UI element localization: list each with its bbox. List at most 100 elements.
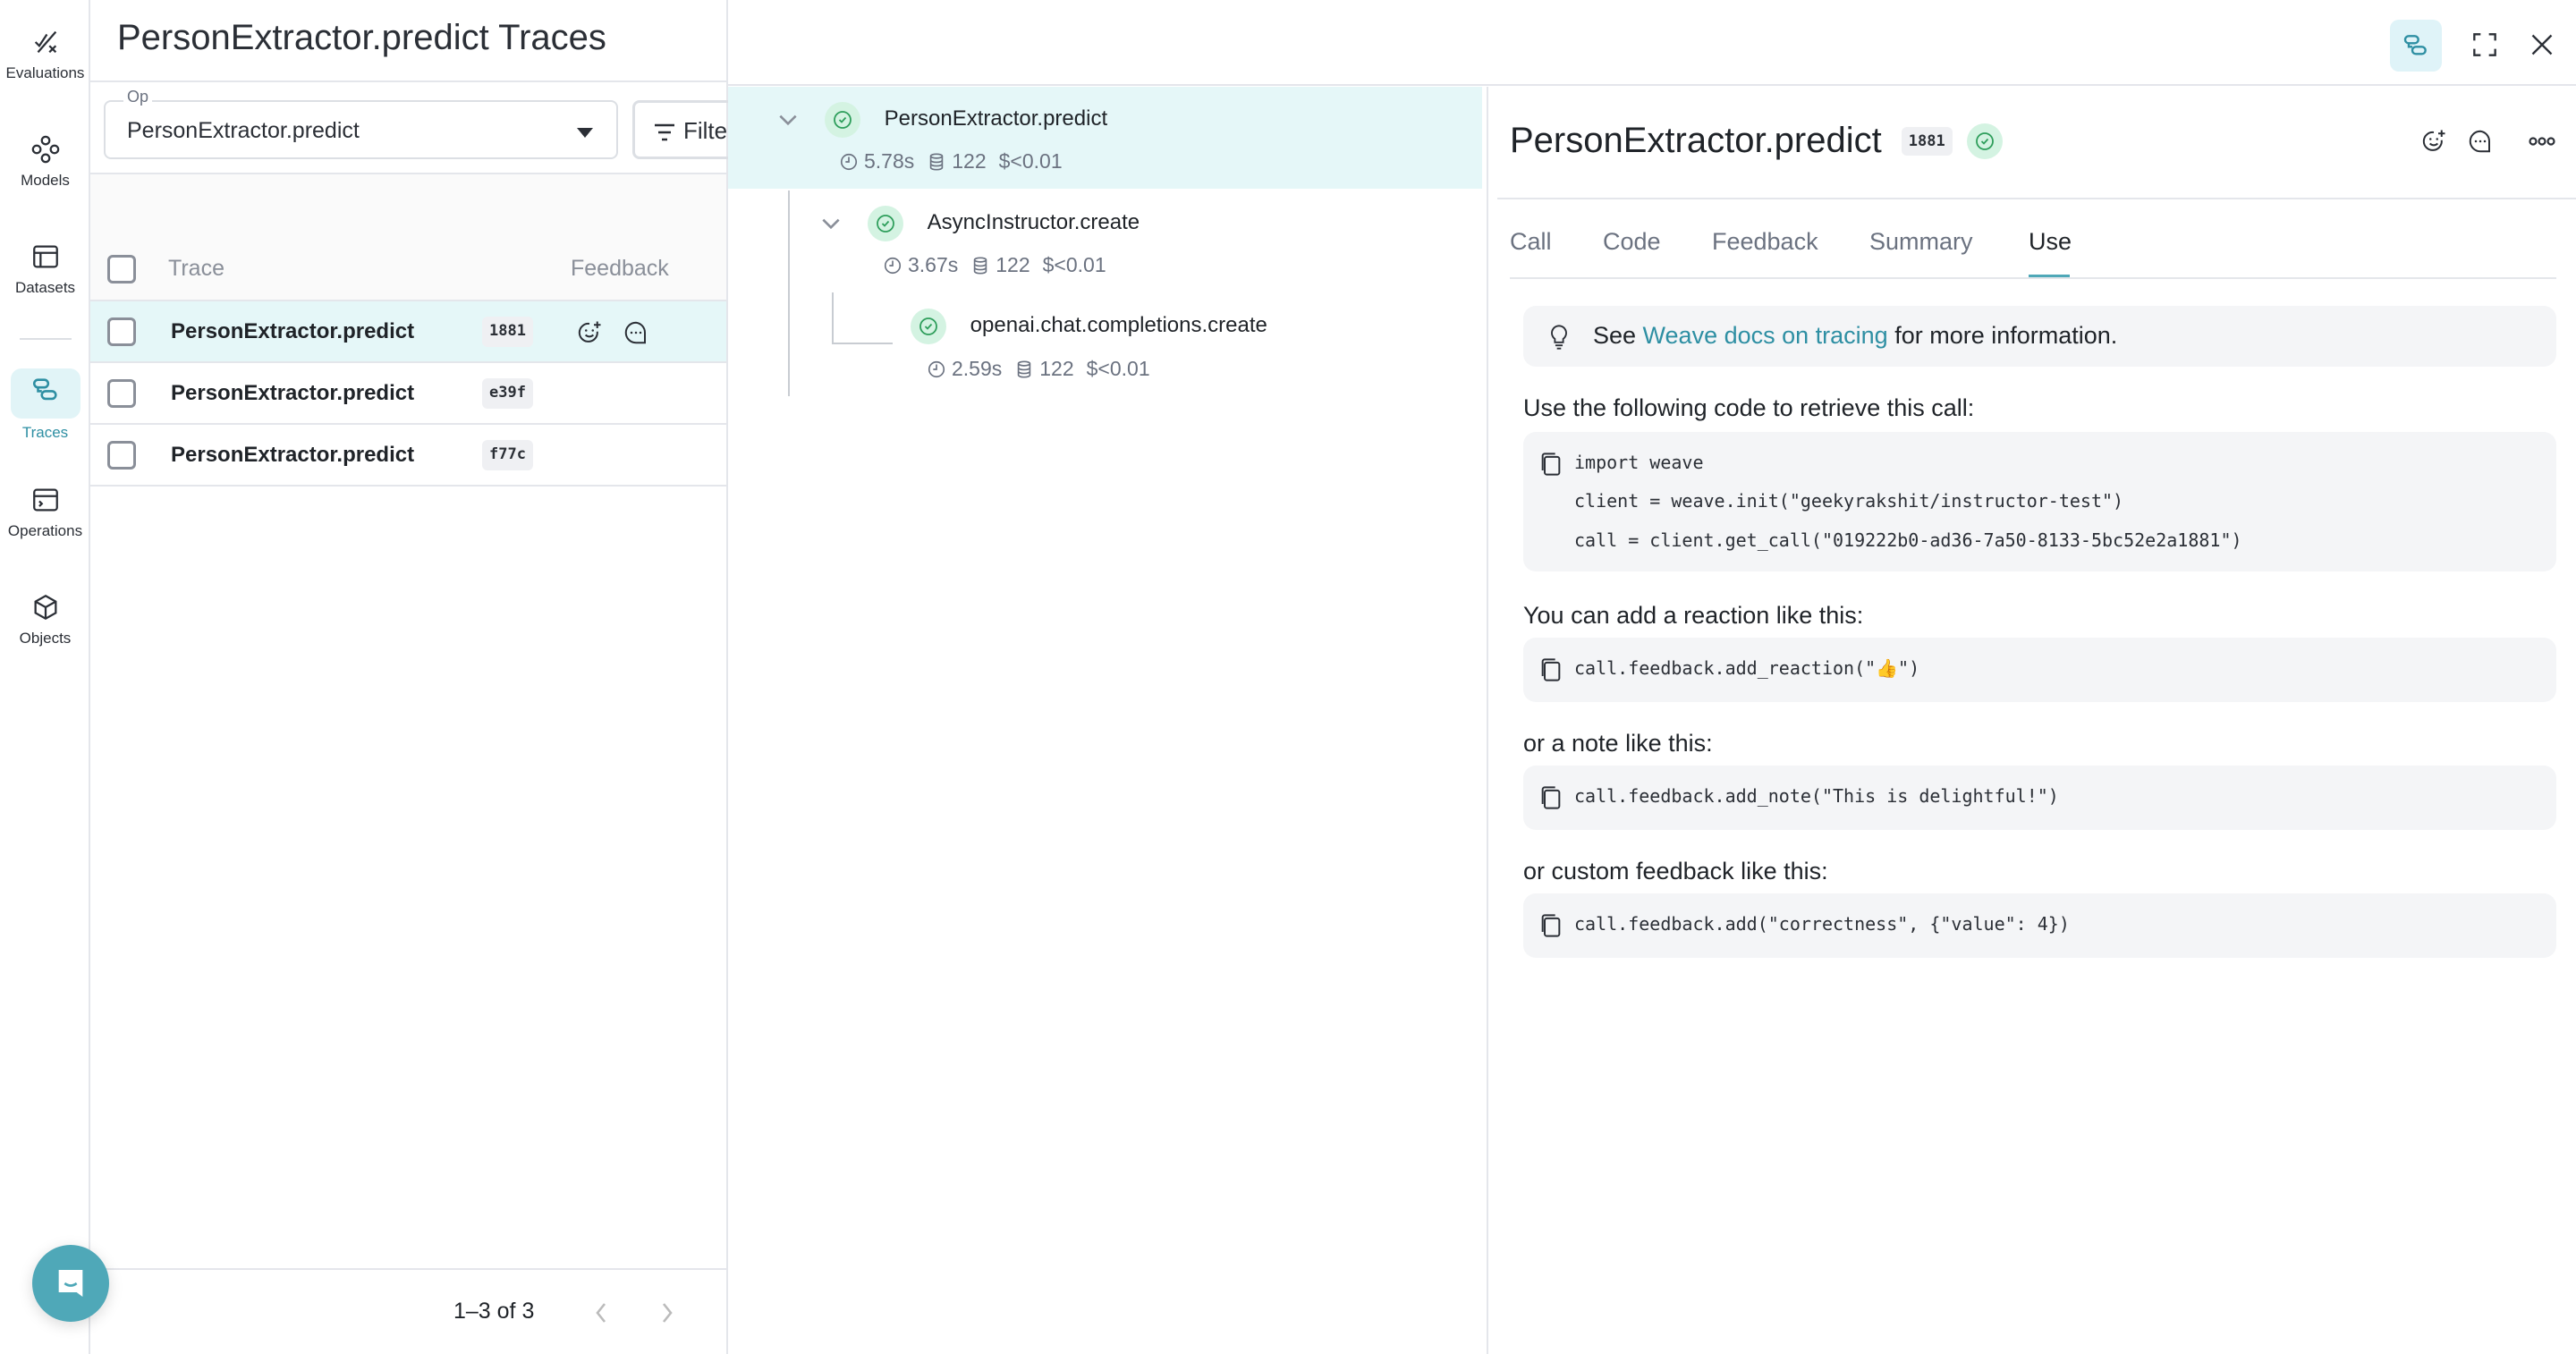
caret-down-icon xyxy=(577,128,593,138)
sidebar-item-label: Operations xyxy=(7,522,83,539)
table-header xyxy=(90,173,726,301)
column-header-feedback[interactable]: Feedback xyxy=(571,256,669,281)
trace-name[interactable]: PersonExtractor.predict xyxy=(171,381,415,405)
info-callout: See Weave docs on tracing for more infor… xyxy=(1523,306,2556,367)
tab-summary[interactable]: Summary xyxy=(1869,228,1973,255)
tree-node[interactable]: openai.chat.completions.create xyxy=(911,309,1267,344)
sidebar-item-label: Traces xyxy=(21,424,69,441)
table-row[interactable]: PersonExtractor.predict 1881 xyxy=(90,301,726,363)
chevron-down-icon[interactable] xyxy=(776,108,800,131)
fullscreen-icon[interactable] xyxy=(2472,32,2497,57)
code-line: client = weave.init("geekyrakshit/instru… xyxy=(1574,490,2124,512)
sidebar-item-traces[interactable]: Traces xyxy=(0,368,90,442)
success-icon xyxy=(1966,123,2003,159)
chevron-down-icon[interactable] xyxy=(819,212,843,235)
clock-icon xyxy=(928,360,945,377)
tab-feedback[interactable]: Feedback xyxy=(1712,228,1818,255)
add-reaction-icon[interactable] xyxy=(576,319,603,346)
active-tab-indicator xyxy=(2029,275,2070,278)
detail-title: PersonExtractor.predict xyxy=(1510,121,1882,160)
copy-icon[interactable] xyxy=(1539,657,1563,682)
page-title: PersonExtractor.predict Traces xyxy=(117,18,606,57)
prev-page-icon[interactable] xyxy=(591,1300,613,1325)
more-options-icon[interactable] xyxy=(2528,131,2556,151)
sidebar-item-objects[interactable]: Objects xyxy=(0,592,90,647)
sidebar-item-operations[interactable]: Operations xyxy=(0,485,90,540)
row-checkbox[interactable] xyxy=(107,379,136,408)
sidebar-item-label: Objects xyxy=(19,630,72,647)
row-checkbox[interactable] xyxy=(107,441,136,470)
divider xyxy=(1497,198,2576,199)
tokens-icon xyxy=(930,152,944,171)
next-page-icon[interactable] xyxy=(656,1300,677,1325)
datasets-icon xyxy=(32,245,58,268)
call-tree-panel: PersonExtractor.predict 5.78s 122 $<0.01… xyxy=(728,87,1488,1354)
clock-icon xyxy=(840,153,858,170)
add-note-icon[interactable] xyxy=(623,319,649,346)
tab-call[interactable]: Call xyxy=(1510,228,1552,255)
row-checkbox[interactable] xyxy=(107,317,136,346)
duration: 3.67s xyxy=(908,253,959,276)
sidebar-item-evaluations[interactable]: Evaluations xyxy=(0,27,90,82)
duration: 2.59s xyxy=(952,357,1003,380)
trace-tree-toggle-button[interactable] xyxy=(2390,20,2442,72)
cost: $<0.01 xyxy=(1042,253,1106,276)
table-row[interactable]: PersonExtractor.predict f77c xyxy=(90,425,726,487)
duration: 5.78s xyxy=(864,149,915,173)
detail-header: PersonExtractor.predict 1881 xyxy=(1510,121,2003,161)
table-row[interactable]: PersonExtractor.predict e39f xyxy=(90,363,726,425)
info-prefix: See xyxy=(1593,322,1643,349)
sidebar-item-datasets[interactable]: Datasets xyxy=(0,241,90,297)
sidebar-item-label: Datasets xyxy=(14,279,76,296)
tab-use[interactable]: Use xyxy=(2029,228,2072,255)
reaction-label: You can add a reaction like this: xyxy=(1523,602,1864,629)
copy-icon[interactable] xyxy=(1539,913,1563,938)
copy-icon[interactable] xyxy=(1539,452,1563,477)
filter-label: Filter xyxy=(683,117,735,144)
tabs-divider xyxy=(1510,277,2556,279)
success-icon xyxy=(911,309,946,344)
sidebar-item-models[interactable]: Models xyxy=(0,134,90,190)
filter-icon xyxy=(655,123,674,141)
close-icon[interactable] xyxy=(2529,32,2555,57)
sidebar-nav: Evaluations Models Datasets Traces Opera… xyxy=(0,0,109,1354)
custom-label: or custom feedback like this: xyxy=(1523,858,1828,884)
tree-line xyxy=(832,343,893,344)
traces-icon xyxy=(32,378,57,401)
code-line: call = client.get_call("019222b0-ad36-7a… xyxy=(1574,529,2242,551)
drawer-toolbar xyxy=(728,0,2576,86)
trace-name[interactable]: PersonExtractor.predict xyxy=(171,443,415,467)
tab-code[interactable]: Code xyxy=(1603,228,1661,255)
custom-code-block: call.feedback.add("correctness", {"value… xyxy=(1523,893,2556,958)
tree-line xyxy=(832,292,834,343)
op-select[interactable]: Op PersonExtractor.predict xyxy=(104,88,618,159)
select-all-checkbox[interactable] xyxy=(107,255,136,283)
chat-icon xyxy=(58,1270,83,1297)
tokens: 122 xyxy=(1039,357,1074,380)
add-note-icon[interactable] xyxy=(2467,128,2494,155)
node-meta: 3.67s 122 $<0.01 xyxy=(883,253,1106,277)
node-name: openai.chat.completions.create xyxy=(970,313,1267,338)
tree-node[interactable]: PersonExtractor.predict xyxy=(776,102,1107,138)
tree-node[interactable]: AsyncInstructor.create xyxy=(819,206,1140,241)
code-line: call.feedback.add_reaction("👍") xyxy=(1574,657,1920,679)
op-label: Op xyxy=(123,88,153,106)
trace-id-badge: 1881 xyxy=(482,317,533,347)
operations-icon xyxy=(32,488,58,512)
info-suffix: for more information. xyxy=(1887,322,2118,349)
cost: $<0.01 xyxy=(998,149,1063,173)
tokens: 122 xyxy=(952,149,987,173)
add-reaction-icon[interactable] xyxy=(2420,128,2447,155)
trace-name[interactable]: PersonExtractor.predict xyxy=(171,319,415,343)
models-icon xyxy=(31,135,59,164)
copy-icon[interactable] xyxy=(1539,785,1563,810)
trace-id-badge: e39f xyxy=(482,378,533,409)
success-icon xyxy=(868,206,903,241)
tree-node-selected-bg xyxy=(728,87,1482,189)
intercom-chat-button[interactable] xyxy=(32,1245,109,1322)
column-header-trace[interactable]: Trace xyxy=(168,256,225,281)
weave-docs-link[interactable]: Weave docs on tracing xyxy=(1642,322,1888,349)
code-line: import weave xyxy=(1574,452,1704,473)
sidebar-item-label: Models xyxy=(21,172,70,189)
divider xyxy=(90,80,726,82)
